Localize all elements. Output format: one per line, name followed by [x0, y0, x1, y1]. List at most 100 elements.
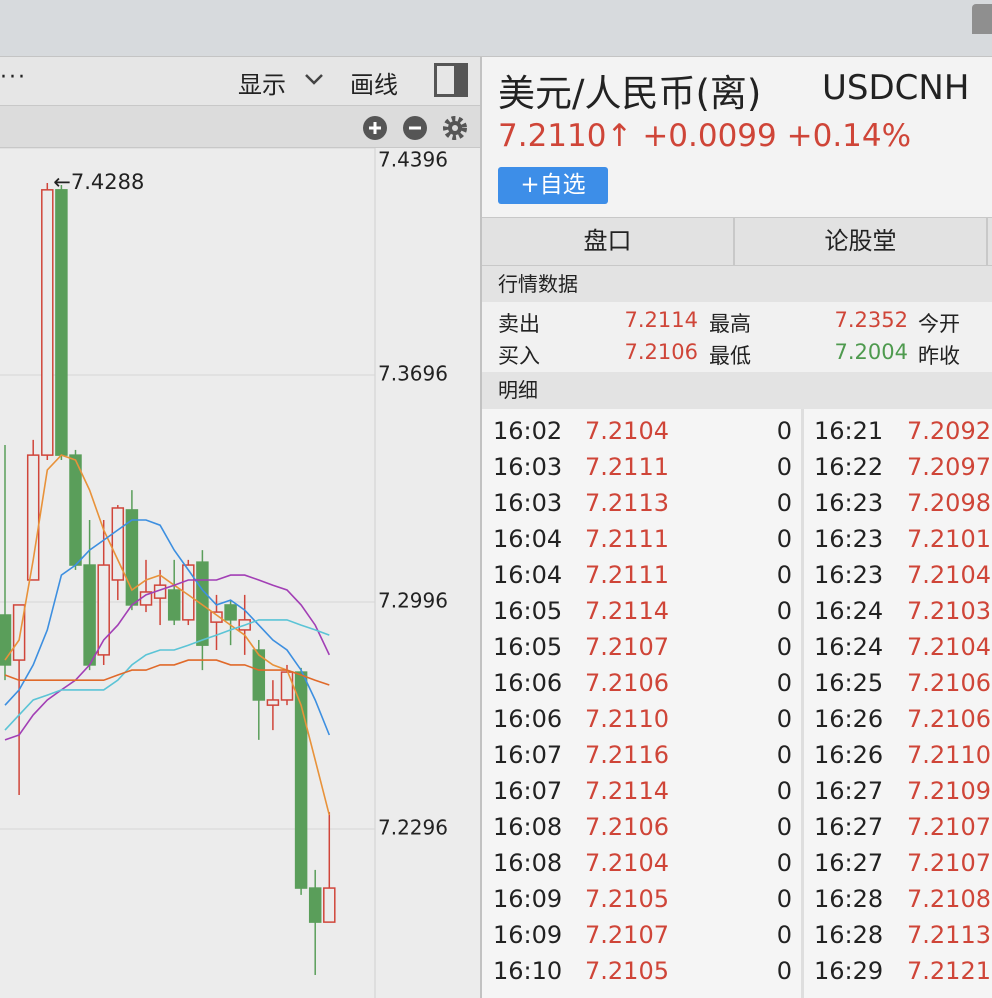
label: 卖出 — [498, 312, 540, 336]
top-bar — [0, 0, 992, 57]
volume: 0 — [776, 957, 792, 985]
tick-row: 16:26 7.2110 — [804, 737, 992, 773]
tick-row: 16:26 7.2106 — [804, 701, 992, 737]
tick-row: 16:24 7.2103 — [804, 593, 992, 629]
candlestick-chart: 7.4396 7.3696 7.2996 7.2296 ←7.4288 — [0, 148, 480, 998]
candle-body — [69, 454, 82, 566]
value: 7.2114 — [624, 308, 698, 332]
last-price: 7.2110↑ — [498, 118, 633, 154]
label: 今开 — [918, 312, 960, 336]
volume: 0 — [776, 453, 792, 481]
time: 16:22 — [814, 453, 884, 481]
volume: 0 — [776, 921, 792, 949]
volume: 0 — [776, 849, 792, 877]
tick-column: 16:02 7.2104 0 16:03 7.2111 0 16:03 7.2113 0 16:0… — [482, 413, 801, 998]
tick-row: 16:05 7.2107 0 — [482, 629, 801, 665]
candle-body — [12, 604, 26, 661]
volume: 0 — [776, 561, 792, 589]
zoom-out[interactable] — [403, 116, 427, 140]
price: 7.2098 — [907, 489, 991, 517]
tick-row: 16:08 7.2106 0 — [482, 809, 801, 845]
price: 7.2111 — [585, 561, 669, 589]
time: 16:24 — [814, 597, 884, 625]
max-marker: ←7.4288 — [53, 170, 144, 194]
tick-row: 16:02 7.2104 0 — [482, 413, 801, 449]
tab[interactable]: 论股堂 — [824, 227, 897, 255]
time: 16:26 — [814, 741, 884, 769]
settings[interactable] — [443, 116, 467, 140]
price: 7.2116 — [585, 741, 669, 769]
price: 7.2103 — [907, 597, 991, 625]
corner-icon[interactable] — [972, 4, 992, 34]
section-header: 行情数据 — [482, 266, 992, 302]
price: 7.2104 — [585, 417, 669, 445]
add-watchlist[interactable]: +自选 — [498, 167, 608, 204]
time: 16:26 — [814, 705, 884, 733]
price: 7.2121 — [907, 957, 991, 985]
candle-body — [0, 614, 12, 666]
more-button[interactable]: ··· — [0, 65, 27, 90]
draw-button[interactable]: 画线 — [350, 71, 398, 99]
candle-body — [308, 887, 322, 923]
candle-body — [266, 699, 280, 706]
time: 16:27 — [814, 777, 884, 805]
quote-header: 美元/人民币(离) USDCNH 7.2110↑ +0.0099 +0.14% … — [482, 57, 992, 217]
price: 7.2107 — [585, 921, 669, 949]
tick-row: 16:07 7.2116 0 — [482, 737, 801, 773]
time: 16:09 — [493, 921, 563, 949]
candle-body — [210, 611, 223, 623]
time: 16:03 — [493, 453, 563, 481]
price: 7.2104 — [907, 633, 991, 661]
change-pct: +0.14% — [786, 118, 912, 154]
chart-controls — [363, 116, 467, 140]
tick-row: 16:23 7.2104 — [804, 557, 992, 593]
tick-row: 16:07 7.2114 0 — [482, 773, 801, 809]
price: 7.2104 — [585, 849, 669, 877]
tick-row: 16:28 7.2108 — [804, 881, 992, 917]
value: 7.2352 — [834, 308, 908, 332]
price: 7.2106 — [907, 705, 991, 733]
time: 16:04 — [493, 525, 563, 553]
panel-toggle[interactable] — [434, 63, 468, 97]
time: 16:28 — [814, 921, 884, 949]
price: 7.2113 — [585, 489, 669, 517]
price: 7.2111 — [585, 453, 669, 481]
label: 最低 — [709, 344, 751, 368]
volume: 0 — [776, 705, 792, 733]
tabs: 盘口 论股堂 — [482, 217, 992, 266]
tab[interactable]: 盘口 — [583, 227, 632, 255]
price: 7.2110 — [907, 741, 991, 769]
tick-row: 16:28 7.2113 — [804, 917, 992, 953]
zoom-in[interactable] — [363, 116, 387, 140]
tick-row: 16:06 7.2106 0 — [482, 665, 801, 701]
time: 16:25 — [814, 669, 884, 697]
tick-row: 16:09 7.2105 0 — [482, 881, 801, 917]
price: 7.2104 — [907, 561, 991, 589]
tick-row: 16:27 7.2107 — [804, 845, 992, 881]
time: 16:04 — [493, 561, 563, 589]
moving-average — [4, 454, 331, 816]
chart-subbar — [0, 106, 480, 148]
candle-body — [111, 507, 125, 581]
tick-row: 16:04 7.2111 0 — [482, 557, 801, 593]
candle-body — [55, 189, 68, 456]
quote-table: 卖出 7.2114 最高 7.2352 今开 买入 7.2106 最低 7.20… — [482, 302, 992, 372]
candle-body — [196, 561, 209, 646]
tick-column: 16:21 7.2092 16:22 7.2097 16:23 7.2098 16:23 7.… — [804, 413, 992, 998]
display-menu[interactable]: 显示 — [238, 71, 286, 99]
time: 16:10 — [493, 957, 563, 985]
price: 7.2110 — [585, 705, 669, 733]
tick-row: 16:27 7.2107 — [804, 809, 992, 845]
label: 昨收 — [918, 344, 960, 368]
price: 7.2106 — [907, 669, 991, 697]
tick-row: 16:03 7.2111 0 — [482, 449, 801, 485]
tick-row: 16:04 7.2111 0 — [482, 521, 801, 557]
tick-list: 16:02 7.2104 0 16:03 7.2111 0 16:03 7.2113 0 16:0… — [482, 409, 992, 998]
chevron — [305, 74, 323, 85]
candle-body — [280, 671, 294, 701]
tick-row: 16:03 7.2113 0 — [482, 485, 801, 521]
tick-row: 16:22 7.2097 — [804, 449, 992, 485]
candle-body — [167, 589, 181, 621]
volume: 0 — [776, 813, 792, 841]
value: 7.2106 — [624, 340, 698, 364]
